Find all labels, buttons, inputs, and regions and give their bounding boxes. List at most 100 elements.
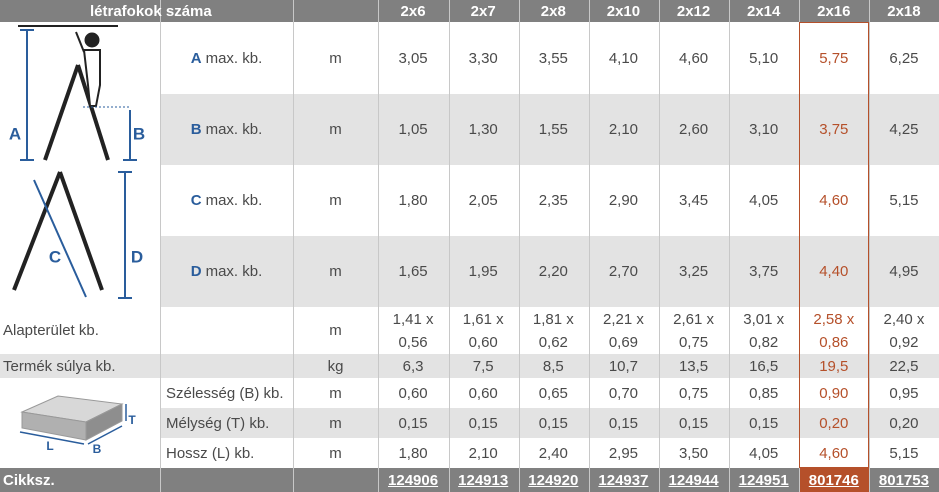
value-cell: 4,10 (608, 49, 639, 67)
row-bg (160, 94, 939, 165)
dimension-letter: D (190, 263, 202, 280)
value-cell: 4,60 (819, 444, 849, 462)
highlight-outline (798, 22, 869, 468)
value-cell: 10,7 (608, 357, 639, 375)
article-number[interactable]: 801746 (808, 471, 859, 489)
diagram-letter: B (93, 442, 102, 456)
value-cell: 5,75 (819, 49, 849, 67)
value-cell: 4,40 (819, 263, 849, 280)
value-cell: 1,55 (538, 121, 568, 138)
unit-cell: m (329, 444, 342, 462)
value-cell: 2,21 x (603, 310, 644, 328)
value-cell: 19,5 (819, 357, 849, 375)
column-divider (729, 0, 730, 492)
label-text: max. kb. (205, 49, 263, 67)
value-cell: 0,20 (889, 414, 919, 432)
value-cell: 1,95 (468, 263, 498, 280)
article-number[interactable]: 124906 (388, 471, 439, 489)
value-cell: 7,5 (472, 357, 494, 375)
label-text: max. kb. (205, 192, 263, 209)
unit-cell: m (329, 322, 342, 339)
value-cell: 0,62 (538, 333, 568, 351)
value-cell: 0,15 (538, 414, 568, 432)
row-bg (160, 236, 939, 307)
value-cell: 0,60 (468, 384, 498, 402)
value-cell: 0,56 (398, 333, 428, 351)
header-title: létrafokok száma (90, 2, 212, 20)
value-cell: 4,95 (889, 263, 919, 280)
ladder-length-diagram (12, 171, 132, 299)
value-cell: 1,41 x (392, 310, 434, 328)
value-cell: 1,05 (398, 121, 428, 138)
value-cell: 5,15 (889, 192, 919, 209)
unit-cell: kg (327, 357, 344, 375)
value-cell: 2,70 (608, 263, 639, 280)
value-cell: 0,15 (749, 414, 779, 432)
row-label: Alapterület kb. (3, 322, 99, 339)
value-cell: 2,95 (608, 444, 639, 462)
value-cell: 0,95 (889, 384, 919, 402)
value-cell: 0,86 (819, 333, 849, 351)
value-cell: 6,3 (402, 357, 424, 375)
value-cell: 2,61 x (673, 310, 714, 328)
value-cell: 5,10 (749, 49, 779, 67)
value-cell: 0,85 (749, 384, 779, 402)
value-cell: 22,5 (889, 357, 919, 375)
column-header: 2x7 (470, 2, 496, 20)
article-number[interactable]: 124944 (668, 471, 719, 489)
value-cell: 0,75 (678, 384, 709, 402)
article-number[interactable]: 124937 (598, 471, 649, 489)
value-cell: 0,92 (889, 333, 919, 351)
value-cell: 4,05 (749, 192, 779, 209)
column-divider (160, 0, 161, 492)
value-cell: 1,80 (398, 444, 428, 462)
column-divider (449, 0, 450, 492)
column-divider (378, 0, 379, 492)
value-cell: 2,10 (608, 121, 639, 138)
unit-cell: m (329, 263, 342, 280)
value-cell: 2,40 x (883, 310, 925, 328)
value-cell: 0,15 (398, 414, 428, 432)
article-number[interactable]: 124920 (528, 471, 579, 489)
dimension-letter: B (190, 121, 202, 138)
value-cell: 2,10 (468, 444, 498, 462)
value-cell: 0,15 (678, 414, 709, 432)
highlight-cell (798, 468, 869, 492)
value-cell: 1,81 x (532, 310, 574, 328)
column-divider (293, 0, 294, 492)
unit-cell: m (329, 121, 342, 138)
value-cell: 0,70 (608, 384, 639, 402)
value-cell: 3,10 (749, 121, 779, 138)
value-cell: 8,5 (542, 357, 564, 375)
unit-cell: m (329, 192, 342, 209)
unit-cell: m (329, 49, 342, 67)
header-bg (0, 0, 939, 22)
value-cell: 0,60 (398, 384, 428, 402)
value-cell: 3,45 (678, 192, 709, 209)
value-cell: 2,60 (678, 121, 709, 138)
row-bg (160, 408, 939, 438)
value-cell: 2,05 (468, 192, 498, 209)
value-cell: 2,58 x (813, 310, 855, 328)
value-cell: 0,90 (819, 384, 849, 402)
unit-cell: m (329, 414, 342, 432)
article-number[interactable]: 801753 (878, 471, 929, 489)
value-cell: 13,5 (678, 357, 709, 375)
value-cell: 5,15 (889, 444, 919, 462)
value-cell: 1,80 (398, 192, 428, 209)
column-divider (659, 0, 660, 492)
article-number[interactable]: 124951 (738, 471, 789, 489)
value-cell: 0,20 (819, 414, 849, 432)
value-cell: 4,25 (889, 121, 919, 138)
value-cell: 3,50 (678, 444, 709, 462)
article-number[interactable]: 124913 (458, 471, 509, 489)
value-cell: 3,01 x (743, 310, 785, 328)
value-cell: 3,55 (538, 49, 568, 67)
diagram-letter: C (49, 247, 61, 266)
label-text: max. kb. (205, 121, 263, 138)
